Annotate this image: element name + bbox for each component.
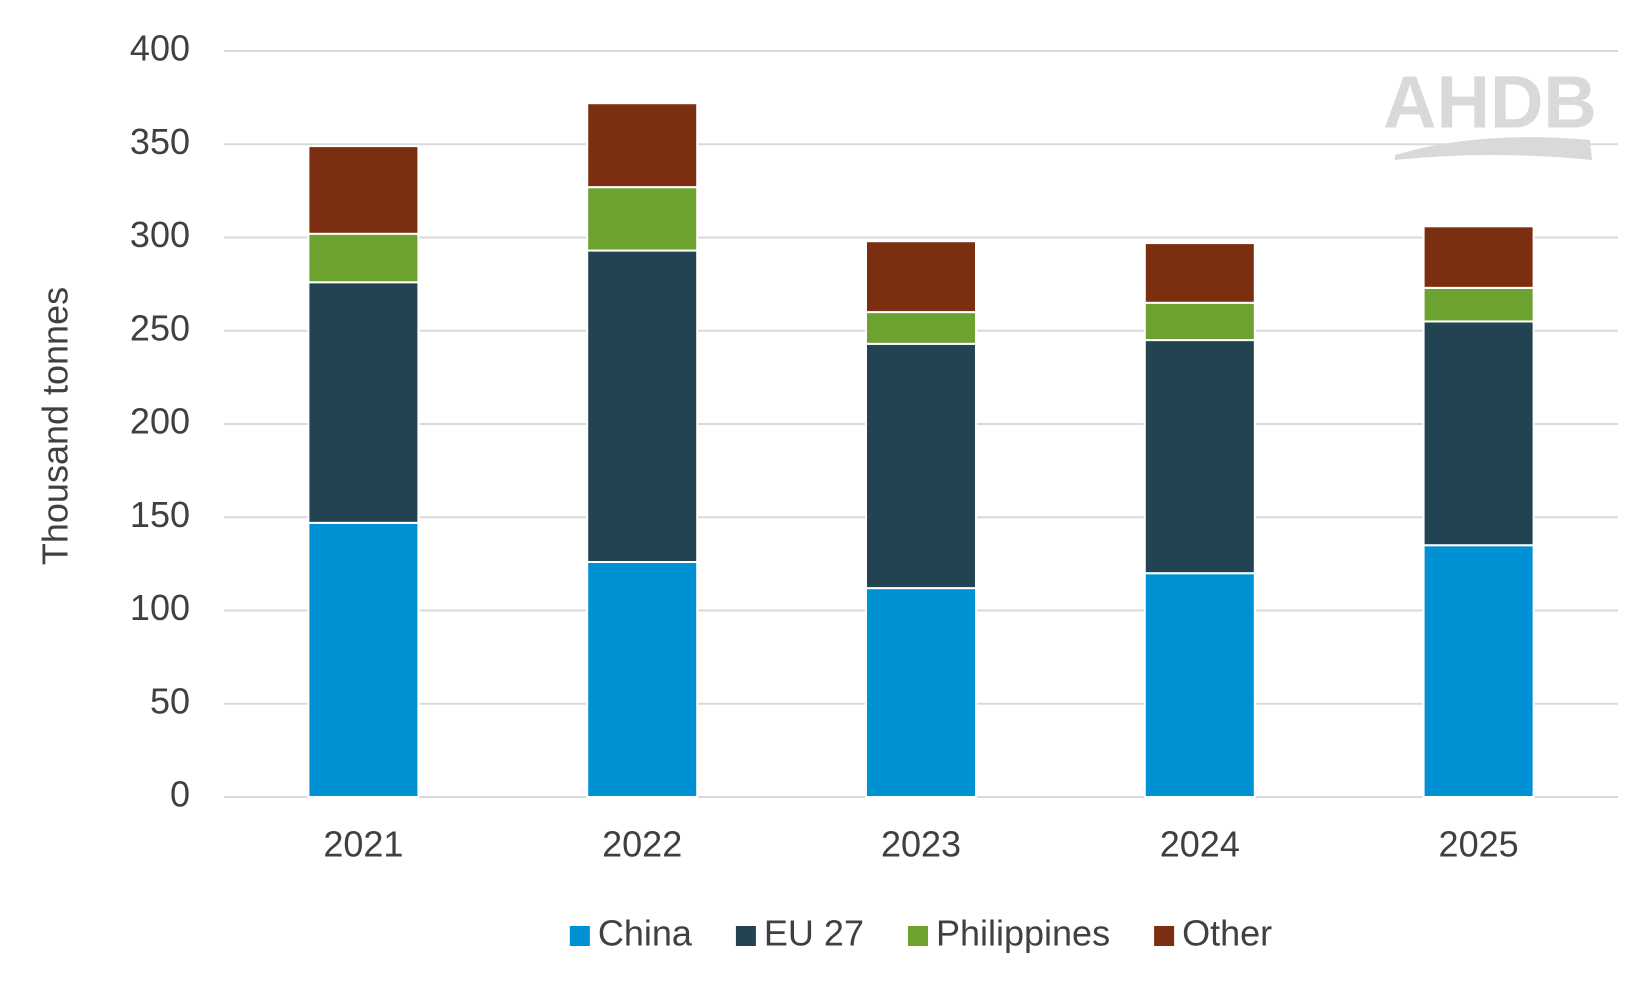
bar-segment <box>586 249 699 564</box>
bar-segment <box>865 311 977 345</box>
bar-segment <box>1143 301 1256 342</box>
y-tick-label: 150 <box>130 494 190 535</box>
bar-segment <box>1422 286 1535 323</box>
legend-label: Philippines <box>936 913 1110 954</box>
legend-swatch <box>907 926 928 946</box>
legend-swatch <box>569 926 590 946</box>
x-tick-label: 2022 <box>602 824 682 865</box>
bar-segment <box>586 186 699 252</box>
bar-segment <box>307 145 420 235</box>
bar-segment <box>586 561 699 799</box>
y-tick-label: 100 <box>130 587 190 628</box>
x-tick-label: 2021 <box>323 824 403 865</box>
watermark-swoosh <box>1395 137 1592 160</box>
bar-segment <box>307 232 420 284</box>
bar-segment <box>865 240 977 314</box>
y-tick-label: 250 <box>130 307 190 348</box>
bar-segment <box>307 521 420 798</box>
bar-segment <box>1143 242 1256 304</box>
bar-segment <box>1422 225 1535 289</box>
bar-segment <box>307 281 420 524</box>
bar-segment <box>586 102 699 189</box>
bar-segment <box>1422 544 1535 798</box>
y-tick-label: 350 <box>130 121 190 162</box>
y-axis-title: Thousand tonnes <box>35 287 76 565</box>
watermark: AHDB <box>1383 61 1597 144</box>
legend-swatch <box>1154 926 1175 946</box>
y-tick-label: 300 <box>130 214 190 255</box>
x-tick-label: 2023 <box>881 824 961 865</box>
bar-segment <box>1143 572 1256 799</box>
y-tick-label: 200 <box>130 401 190 442</box>
x-tick-label: 2025 <box>1439 824 1519 865</box>
bar-segment <box>1143 339 1256 575</box>
legend-label: China <box>598 913 693 954</box>
y-tick-label: 0 <box>170 774 190 815</box>
bar-segment <box>1422 320 1535 547</box>
bar-segment <box>865 342 977 590</box>
legend-label: Other <box>1182 913 1272 954</box>
y-tick-label: 50 <box>150 680 190 721</box>
legend-swatch <box>735 926 756 946</box>
x-tick-label: 2024 <box>1160 824 1240 865</box>
y-tick-label: 400 <box>130 28 190 69</box>
bar-segment <box>865 587 977 798</box>
legend-label: EU 27 <box>764 913 864 954</box>
